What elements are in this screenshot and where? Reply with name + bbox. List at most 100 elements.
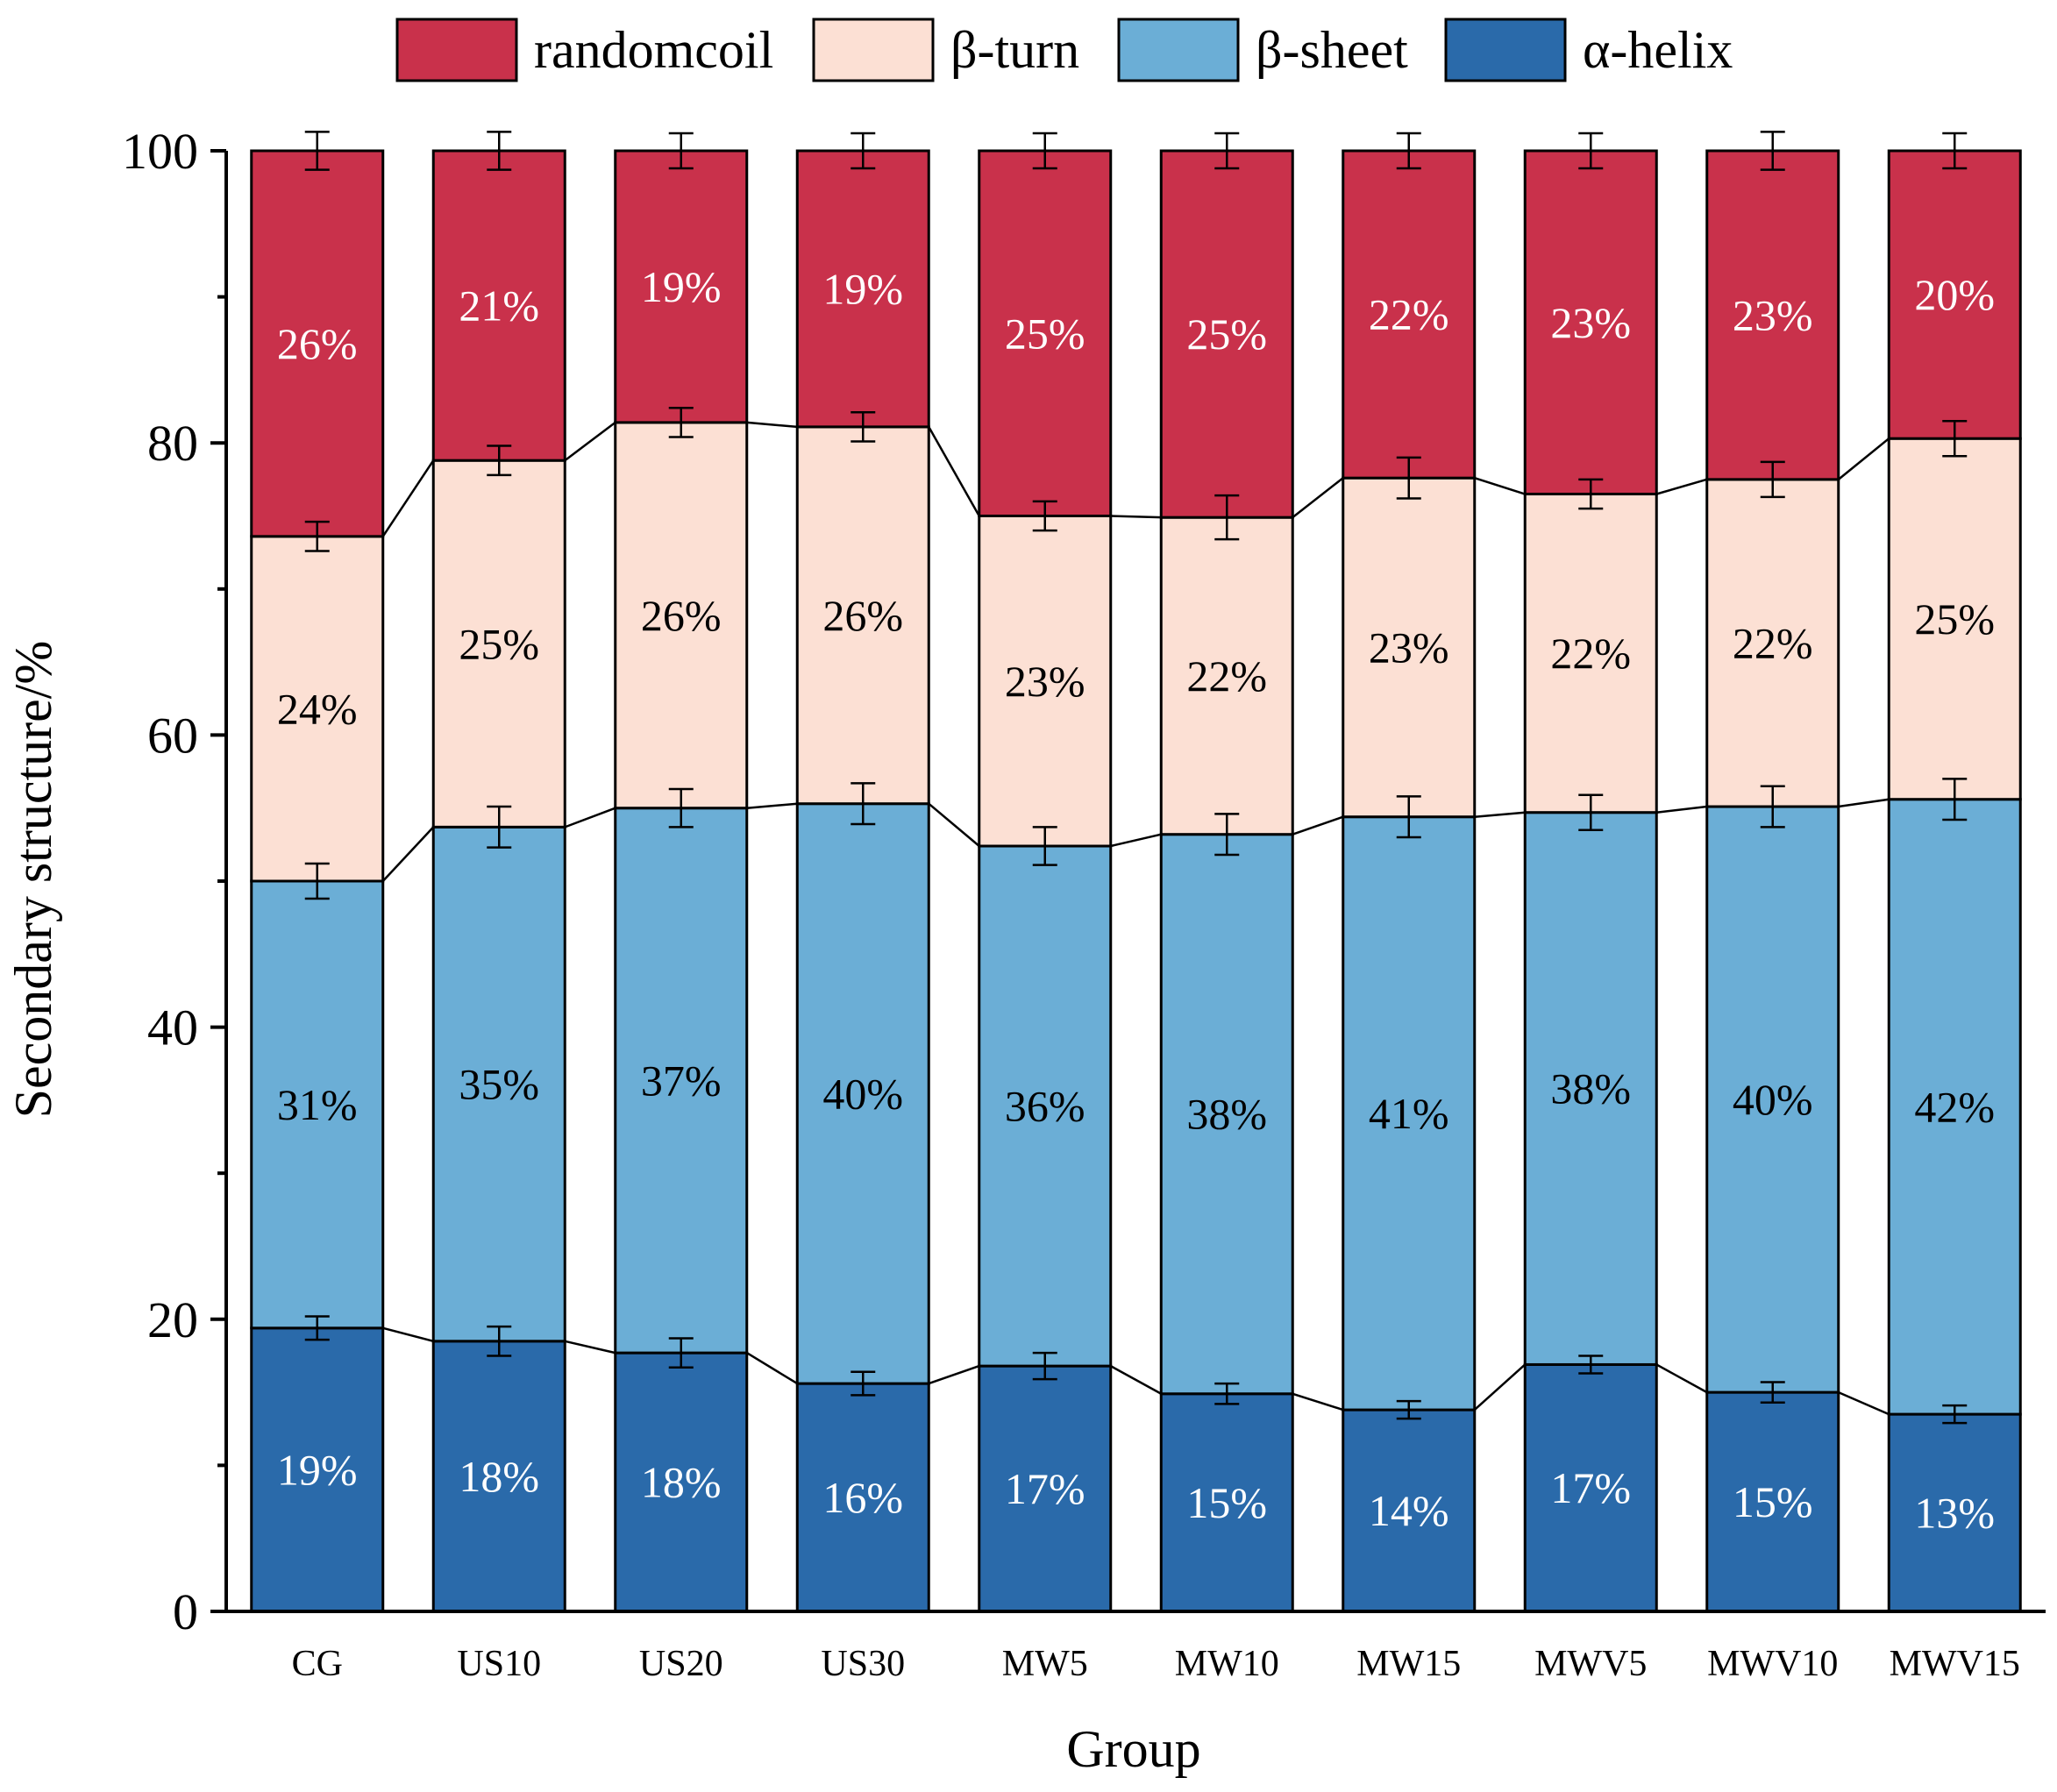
bar-randomcoil-mwv5: [1523, 149, 1658, 496]
value-label-alpha-helix-us20: 18%: [641, 1458, 722, 1507]
connector-beta-sheet-mw10: [1292, 815, 1344, 836]
error-bar-alpha-helix-us30: [851, 1370, 876, 1397]
x-axis-label: Group: [1066, 1720, 1200, 1778]
bar-randomcoil-mw10: [1159, 149, 1294, 519]
value-label-randomcoil-us10: 21%: [459, 281, 539, 331]
error-bar-randomcoil-mw5: [1032, 132, 1057, 170]
value-label-beta-turn-mwv10: 22%: [1733, 618, 1813, 667]
error-bar-randomcoil-us10: [487, 131, 512, 171]
y-tick-label-0: 0: [173, 1583, 198, 1640]
x-tick-label-mwv10: MWV10: [1707, 1644, 1838, 1684]
axes: 0 20 40 60 80 100 CG US10 US20 US30 MW5 MW10 MW15 MWV…: [122, 123, 2046, 1684]
value-label-beta-sheet-mwv5: 38%: [1550, 1064, 1631, 1113]
error-bar-beta-sheet-us10: [487, 805, 512, 849]
error-bar-randomcoil-us20: [668, 132, 694, 170]
error-bar-alpha-helix-mwv5: [1578, 1355, 1604, 1375]
error-bars: [304, 131, 1968, 1425]
value-label-beta-turn-us20: 26%: [641, 591, 722, 640]
legend-item-beta-turn: β-turn: [812, 18, 1079, 82]
legend-label-beta-turn: β-turn: [950, 21, 1079, 79]
error-bar-randomcoil-mwv5: [1578, 132, 1604, 170]
value-label-beta-turn-mwv15: 25%: [1914, 594, 1995, 644]
bar-beta-turn-cg: [250, 535, 385, 883]
value-label-randomcoil-mwv15: 20%: [1914, 270, 1995, 319]
error-bar-alpha-helix-us10: [487, 1325, 512, 1357]
value-label-beta-turn-mw15: 23%: [1369, 622, 1449, 672]
bar-beta-sheet-mwv10: [1705, 805, 1840, 1394]
error-bar-beta-sheet-mw5: [1032, 826, 1057, 866]
legend-label-beta-sheet: β-sheet: [1256, 21, 1408, 79]
connector-alpha-helix-us30: [928, 1364, 980, 1385]
error-bar-beta-turn-mw10: [1214, 494, 1240, 541]
legend-swatch-beta-turn: [812, 18, 935, 82]
value-label-alpha-helix-cg: 19%: [277, 1445, 358, 1494]
value-label-randomcoil-cg: 26%: [277, 319, 358, 368]
value-label-beta-turn-mwv5: 22%: [1550, 629, 1631, 678]
legend-swatch-beta-sheet: [1117, 18, 1240, 82]
error-bar-beta-sheet-us20: [668, 787, 694, 828]
error-bar-beta-turn-us10: [487, 444, 512, 477]
x-tick-label-mwv5: MWV5: [1534, 1644, 1647, 1684]
error-bar-randomcoil-mwv15: [1942, 132, 1968, 170]
bar-alpha-helix-mwv15: [1887, 1412, 2022, 1613]
error-bar-randomcoil-mwv10: [1760, 131, 1785, 171]
connector-beta-sheet-mwv5: [1656, 805, 1707, 814]
bar-beta-turn-mw15: [1342, 476, 1477, 819]
value-label-alpha-helix-mw15: 14%: [1369, 1486, 1449, 1535]
legend-item-beta-sheet: β-sheet: [1117, 18, 1408, 82]
error-bar-randomcoil-mw15: [1396, 132, 1421, 170]
bar-alpha-helix-us10: [431, 1340, 566, 1613]
y-axis-label: Secondary structure/%: [4, 641, 62, 1119]
error-bar-beta-sheet-mwv10: [1760, 785, 1785, 828]
error-bar-alpha-helix-mw15: [1396, 1399, 1421, 1420]
error-bar-beta-turn-mw15: [1396, 456, 1421, 500]
value-label-randomcoil-mwv10: 23%: [1733, 290, 1813, 339]
connector-beta-turn-us30: [928, 426, 980, 517]
value-label-randomcoil-mw5: 25%: [1005, 309, 1085, 358]
error-bar-beta-sheet-mwv15: [1942, 778, 1968, 821]
value-label-beta-sheet-us30: 40%: [822, 1069, 903, 1118]
bar-beta-turn-mw10: [1159, 516, 1294, 836]
x-tick-label-mw15: MW15: [1356, 1644, 1461, 1684]
connector-beta-turn-mwv5: [1655, 478, 1708, 495]
connector-beta-turn-mw15: [1474, 476, 1526, 495]
bar-alpha-helix-mw10: [1159, 1392, 1294, 1613]
y-tick-label-100: 100: [122, 123, 198, 180]
bar-beta-sheet-mwv5: [1523, 811, 1658, 1366]
connector-alpha-helix-mw5: [1110, 1365, 1162, 1395]
y-tick-label-40: 40: [147, 999, 198, 1056]
value-label-alpha-helix-us30: 16%: [822, 1473, 903, 1522]
error-bar-beta-turn-mw5: [1032, 500, 1057, 532]
value-label-alpha-helix-mwv5: 17%: [1550, 1463, 1631, 1512]
bar-beta-sheet-us20: [614, 807, 749, 1355]
bar-beta-turn-mwv5: [1523, 493, 1658, 814]
value-label-alpha-helix-mwv10: 15%: [1733, 1477, 1813, 1526]
error-bar-beta-turn-mwv10: [1760, 460, 1785, 499]
error-bar-beta-sheet-mw10: [1214, 813, 1240, 857]
error-bar-alpha-helix-mw5: [1032, 1351, 1057, 1381]
value-label-beta-sheet-mw10: 38%: [1186, 1090, 1267, 1139]
bar-randomcoil-mwv15: [1887, 149, 2022, 440]
value-label-randomcoil-us30: 19%: [822, 264, 903, 313]
legend-swatch-alpha-helix: [1444, 18, 1567, 82]
bar-alpha-helix-mwv5: [1523, 1362, 1658, 1613]
error-bar-beta-sheet-mwv5: [1578, 793, 1604, 831]
error-bar-alpha-helix-mwv10: [1760, 1381, 1785, 1404]
connector-alpha-helix-us20: [746, 1352, 798, 1385]
value-label-beta-turn-mw5: 23%: [1005, 657, 1085, 706]
bars: [250, 149, 2022, 1613]
connector-beta-sheet-us30: [928, 802, 980, 847]
value-labels: 19% 18% 18% 16% 17% 15% 14% 17% 15% 13% 31% 35% 37% 4…: [277, 262, 1995, 1538]
error-bar-alpha-helix-mwv15: [1942, 1404, 1968, 1425]
error-bar-beta-turn-cg: [304, 520, 330, 552]
connector-beta-turn-mwv10: [1837, 437, 1890, 480]
connector-beta-sheet-us20: [746, 802, 798, 809]
connector-beta-turn-cg: [381, 459, 435, 537]
value-label-randomcoil-mw10: 25%: [1186, 309, 1267, 359]
error-bar-alpha-helix-cg: [304, 1315, 330, 1341]
value-label-beta-sheet-us20: 37%: [641, 1056, 722, 1105]
connector-alpha-helix-mwv5: [1655, 1363, 1708, 1394]
value-label-beta-turn-mw10: 22%: [1186, 651, 1267, 700]
x-tick-label-us30: US30: [821, 1644, 905, 1684]
